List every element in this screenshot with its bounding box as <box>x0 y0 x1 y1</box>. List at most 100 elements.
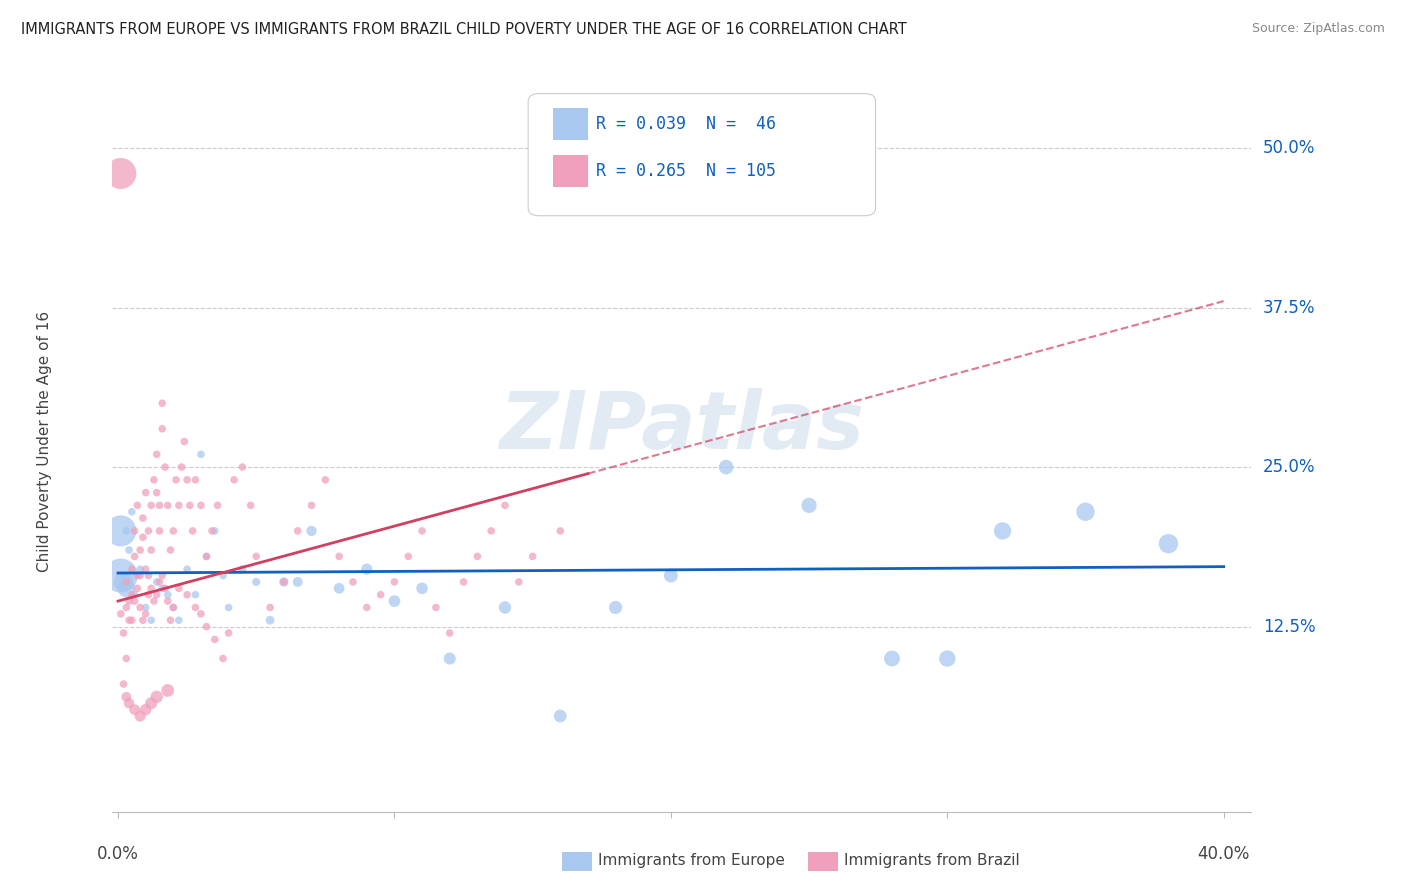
Point <box>714 460 737 475</box>
Point <box>153 460 176 475</box>
Point <box>135 562 157 576</box>
Point <box>467 549 489 564</box>
Text: Source: ZipAtlas.com: Source: ZipAtlas.com <box>1251 22 1385 36</box>
Point <box>370 588 392 602</box>
Point <box>167 582 190 596</box>
Point <box>141 543 163 558</box>
Point <box>148 574 170 589</box>
Point <box>259 600 281 615</box>
Point <box>141 613 163 627</box>
Point <box>150 396 173 410</box>
Point <box>218 600 240 615</box>
Point <box>453 574 475 589</box>
Point <box>176 588 198 602</box>
Point <box>880 651 903 665</box>
Point <box>115 690 138 704</box>
Point <box>190 499 212 513</box>
Point <box>342 574 364 589</box>
Point <box>212 651 235 665</box>
Point <box>245 549 267 564</box>
Point <box>204 632 226 647</box>
Point <box>273 574 295 589</box>
Point <box>384 594 406 608</box>
Point <box>936 651 959 665</box>
Point <box>195 549 218 564</box>
Text: IMMIGRANTS FROM EUROPE VS IMMIGRANTS FROM BRAZIL CHILD POVERTY UNDER THE AGE OF : IMMIGRANTS FROM EUROPE VS IMMIGRANTS FRO… <box>21 22 907 37</box>
Point <box>141 582 163 596</box>
Point <box>118 594 141 608</box>
Point <box>141 499 163 513</box>
Text: 25.0%: 25.0% <box>1263 458 1315 476</box>
Point <box>135 485 157 500</box>
Point <box>314 473 336 487</box>
Point <box>167 613 190 627</box>
Text: Child Poverty Under the Age of 16: Child Poverty Under the Age of 16 <box>37 311 52 572</box>
Point <box>411 582 433 596</box>
Point <box>201 524 224 538</box>
Point <box>148 524 170 538</box>
Point <box>287 574 309 589</box>
Point <box>184 588 207 602</box>
Point <box>328 549 350 564</box>
Point <box>127 582 149 596</box>
Point <box>129 600 152 615</box>
Point <box>112 677 135 691</box>
Point <box>124 524 146 538</box>
Text: 0.0%: 0.0% <box>97 845 139 863</box>
Point <box>176 562 198 576</box>
Point <box>118 543 141 558</box>
Point <box>129 568 152 582</box>
Point <box>605 600 627 615</box>
Point <box>179 499 201 513</box>
Text: 50.0%: 50.0% <box>1263 139 1315 157</box>
Point <box>425 600 447 615</box>
Point <box>148 499 170 513</box>
Text: Immigrants from Europe: Immigrants from Europe <box>598 854 785 868</box>
Point <box>132 613 155 627</box>
Point <box>118 613 141 627</box>
Point <box>132 511 155 525</box>
Text: R = 0.265  N = 105: R = 0.265 N = 105 <box>596 161 776 179</box>
Point <box>138 568 160 582</box>
Point <box>142 473 165 487</box>
Point <box>121 613 143 627</box>
Point <box>184 473 207 487</box>
Point <box>129 562 152 576</box>
Text: 40.0%: 40.0% <box>1198 845 1250 863</box>
Point <box>159 543 181 558</box>
Point <box>156 594 179 608</box>
Point <box>218 626 240 640</box>
Point <box>239 499 262 513</box>
Point <box>659 568 682 582</box>
Point <box>138 524 160 538</box>
Point <box>132 530 155 544</box>
Point <box>162 524 184 538</box>
Point <box>548 524 571 538</box>
Point <box>479 524 502 538</box>
Point <box>115 651 138 665</box>
Point <box>115 524 138 538</box>
Text: Immigrants from Brazil: Immigrants from Brazil <box>844 854 1019 868</box>
Point <box>156 588 179 602</box>
Point <box>127 568 149 582</box>
Point <box>797 499 820 513</box>
Text: R = 0.039  N =  46: R = 0.039 N = 46 <box>596 115 776 133</box>
Point <box>150 582 173 596</box>
Point <box>127 499 149 513</box>
Point <box>207 499 229 513</box>
Point <box>245 574 267 589</box>
Point <box>153 582 176 596</box>
Point <box>165 473 187 487</box>
Point <box>145 574 167 589</box>
Point <box>121 588 143 602</box>
Point <box>1157 536 1180 550</box>
Point <box>1074 505 1097 519</box>
Point <box>135 703 157 717</box>
Point <box>124 703 146 717</box>
Point <box>439 626 461 640</box>
Point <box>259 613 281 627</box>
Bar <box>553 109 588 139</box>
Point <box>112 568 135 582</box>
Point <box>224 473 246 487</box>
Point <box>204 524 226 538</box>
